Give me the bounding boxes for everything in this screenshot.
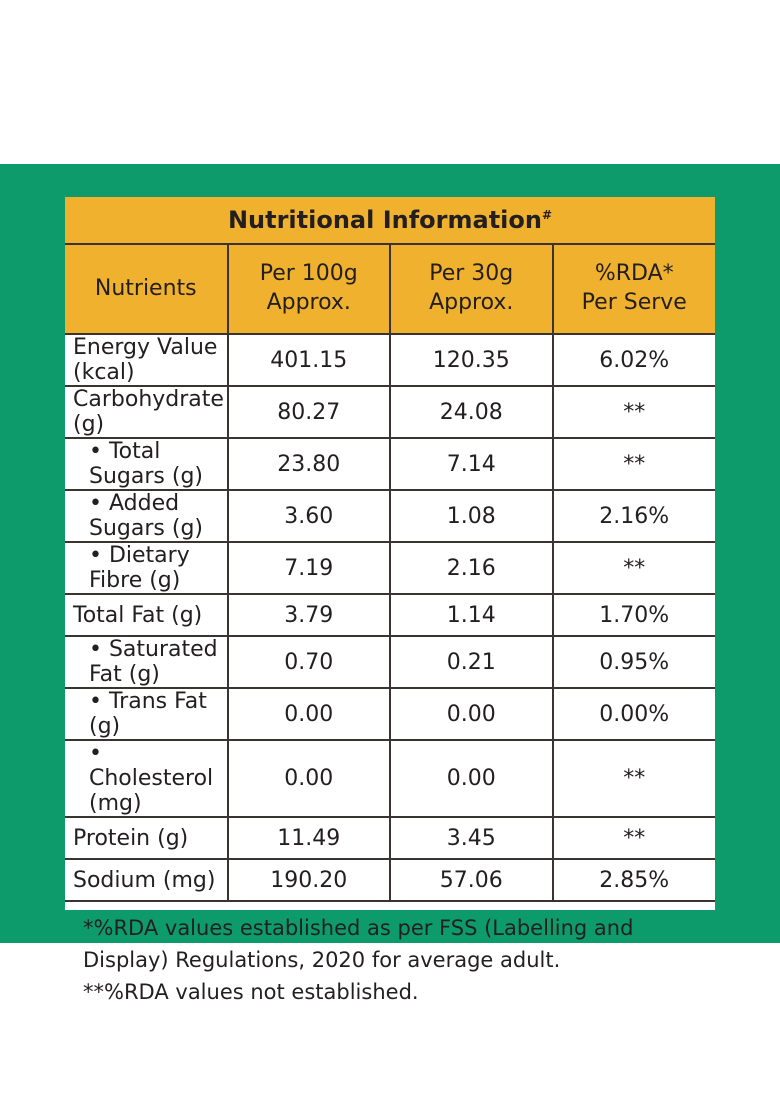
rda-value: ** <box>551 385 715 439</box>
per-100g-value: 0.70 <box>226 635 391 689</box>
rda-value: ** <box>551 816 715 860</box>
column-header: %RDA* Per Serve <box>551 243 715 335</box>
table-row: Total Fat (g) 3.79 1.14 1.70% <box>65 593 715 637</box>
nutrient-name: • Trans Fat (g) <box>65 687 229 741</box>
per-100g-value: 401.15 <box>226 333 391 387</box>
per-30g-value: 57.06 <box>389 858 554 902</box>
per-100g-value: 0.00 <box>226 739 391 818</box>
column-header: Per 30g Approx. <box>389 243 554 335</box>
table-row: • Cholesterol (mg) 0.00 0.00 ** <box>65 739 715 818</box>
table-row: Sodium (mg) 190.20 57.06 2.85% <box>65 858 715 902</box>
per-100g-value: 190.20 <box>226 858 391 902</box>
per-30g-value: 1.14 <box>389 593 554 637</box>
rda-value: 2.85% <box>551 858 715 902</box>
nutrient-name: • Dietary Fibre (g) <box>65 541 229 595</box>
table-row: • Added Sugars (g) 3.60 1.08 2.16% <box>65 489 715 543</box>
table-row: • Total Sugars (g) 23.80 7.14 ** <box>65 437 715 491</box>
column-header: Nutrients <box>65 243 229 335</box>
per-30g-value: 7.14 <box>389 437 554 491</box>
rda-value: 6.02% <box>551 333 715 387</box>
table-row: Carbohydrate (g) 80.27 24.08 ** <box>65 385 715 439</box>
table-title: Nutritional Information# <box>65 197 715 245</box>
footnote: *%RDA values established as per FSS (Lab… <box>83 916 634 972</box>
rda-value: 1.70% <box>551 593 715 637</box>
nutrient-name: • Cholesterol (mg) <box>65 739 229 818</box>
nutrient-name: Total Fat (g) <box>65 593 229 637</box>
nutrition-panel: Nutritional Information# Nutrients Per 10… <box>65 197 715 1004</box>
per-100g-value: 3.60 <box>226 489 391 543</box>
per-100g-value: 0.00 <box>226 687 391 741</box>
nutrient-name: • Saturated Fat (g) <box>65 635 229 689</box>
per-30g-value: 1.08 <box>389 489 554 543</box>
title-mark: # <box>541 208 553 222</box>
per-30g-value: 0.00 <box>389 687 554 741</box>
nutrient-name: Protein (g) <box>65 816 229 860</box>
per-30g-value: 0.00 <box>389 739 554 818</box>
nutrient-name: Sodium (mg) <box>65 858 229 902</box>
table-row: • Saturated Fat (g) 0.70 0.21 0.95% <box>65 635 715 689</box>
nutrient-name: Carbohydrate (g) <box>65 385 229 439</box>
footnote: **%RDA values not established. <box>83 980 419 1004</box>
rda-value: ** <box>551 437 715 491</box>
rda-value: ** <box>551 541 715 595</box>
per-100g-value: 23.80 <box>226 437 391 491</box>
table-row: Energy Value (kcal) 401.15 120.35 6.02% <box>65 333 715 387</box>
table-row: • Dietary Fibre (g) 7.19 2.16 ** <box>65 541 715 595</box>
per-30g-value: 3.45 <box>389 816 554 860</box>
per-30g-value: 0.21 <box>389 635 554 689</box>
column-header: Per 100g Approx. <box>226 243 391 335</box>
title-text: Nutritional Information <box>227 206 542 234</box>
nutrition-table: Nutritional Information# Nutrients Per 10… <box>65 197 715 902</box>
table-row: Protein (g) 11.49 3.45 ** <box>65 816 715 860</box>
per-30g-value: 120.35 <box>389 333 554 387</box>
per-100g-value: 3.79 <box>226 593 391 637</box>
per-30g-value: 24.08 <box>389 385 554 439</box>
footnotes: *%RDA values established as per FSS (Lab… <box>65 902 715 1018</box>
per-100g-value: 11.49 <box>226 816 391 860</box>
per-100g-value: 80.27 <box>226 385 391 439</box>
rda-value: 0.00% <box>551 687 715 741</box>
nutrient-name: • Added Sugars (g) <box>65 489 229 543</box>
rda-value: ** <box>551 739 715 818</box>
nutrient-name: • Total Sugars (g) <box>65 437 229 491</box>
nutrient-name: Energy Value (kcal) <box>65 333 229 387</box>
rda-value: 2.16% <box>551 489 715 543</box>
per-30g-value: 2.16 <box>389 541 554 595</box>
rda-value: 0.95% <box>551 635 715 689</box>
table-row: • Trans Fat (g) 0.00 0.00 0.00% <box>65 687 715 741</box>
per-100g-value: 7.19 <box>226 541 391 595</box>
